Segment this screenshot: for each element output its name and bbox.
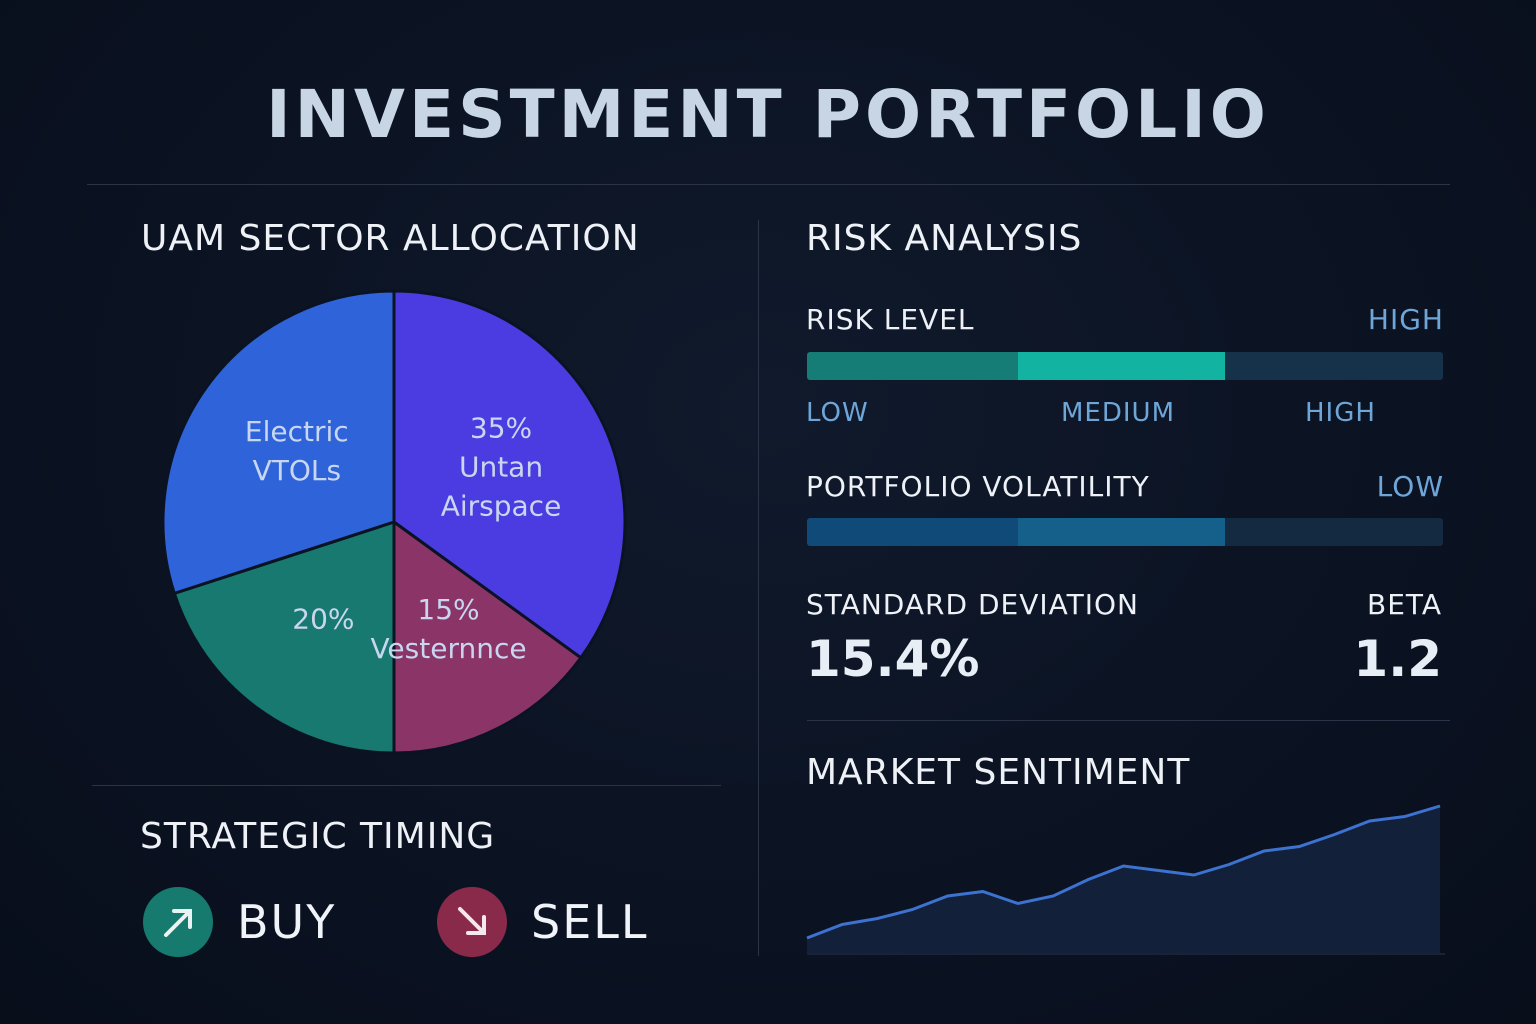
slice-label: Electric VTOLs [212,412,382,490]
std-dev-value: 15.4% [806,630,980,688]
area [807,806,1440,953]
line [806,804,1441,940]
pie-chart [161,289,627,755]
divider [87,184,1450,185]
pie-slice [392,519,583,755]
scale-label: HIGH [1305,398,1376,428]
slice-label: 35% Untan Airspace [416,409,586,526]
std-dev-label: STANDARD DEVIATION [806,588,1139,621]
section-title: RISK ANALYSIS [806,218,1083,259]
slice-value: 15% [417,593,480,627]
pie-slice [392,289,627,660]
buy-icon [143,887,213,957]
risk-bar [807,352,1443,380]
sell-button[interactable]: SELL [437,887,649,957]
slice-name: Electric VTOLs [244,415,349,488]
divider [92,785,721,786]
buy-button[interactable]: BUY [143,887,336,957]
slice-label: 20% [238,600,408,639]
scale-label: LOW [806,398,869,428]
risk-level-value: HIGH [1367,303,1444,336]
slice-name: Untan Airspace [440,450,562,523]
slice-value: 35% [469,411,533,445]
page-title: INVESTMENT PORTFOLIO [266,76,1270,153]
volatility-bar [807,518,1443,546]
beta-label: BETA [1367,588,1442,621]
slice-label: 15% Vesternnce [364,590,534,668]
volatility-label: PORTFOLIO VOLATILITY [806,470,1150,503]
risk-level-label: RISK LEVEL [806,303,975,336]
section-title: MARKET SENTIMENT [806,752,1191,793]
scale-label: MEDIUM [1061,398,1176,428]
divider [807,720,1450,721]
pie-slice [161,289,396,596]
section-title: UAM SECTOR ALLOCATION [141,218,640,259]
sell-label: SELL [531,895,649,949]
pie-slice [172,519,396,755]
section-title: STRATEGIC TIMING [140,816,496,857]
sell-icon [437,887,507,957]
buy-label: BUY [237,895,337,949]
slice-value: 20% [292,602,355,636]
beta-value: 1.2 [1353,630,1442,688]
volatility-value: LOW [1376,470,1444,503]
slice-name: Vesternnce [370,632,527,666]
divider [758,220,759,956]
